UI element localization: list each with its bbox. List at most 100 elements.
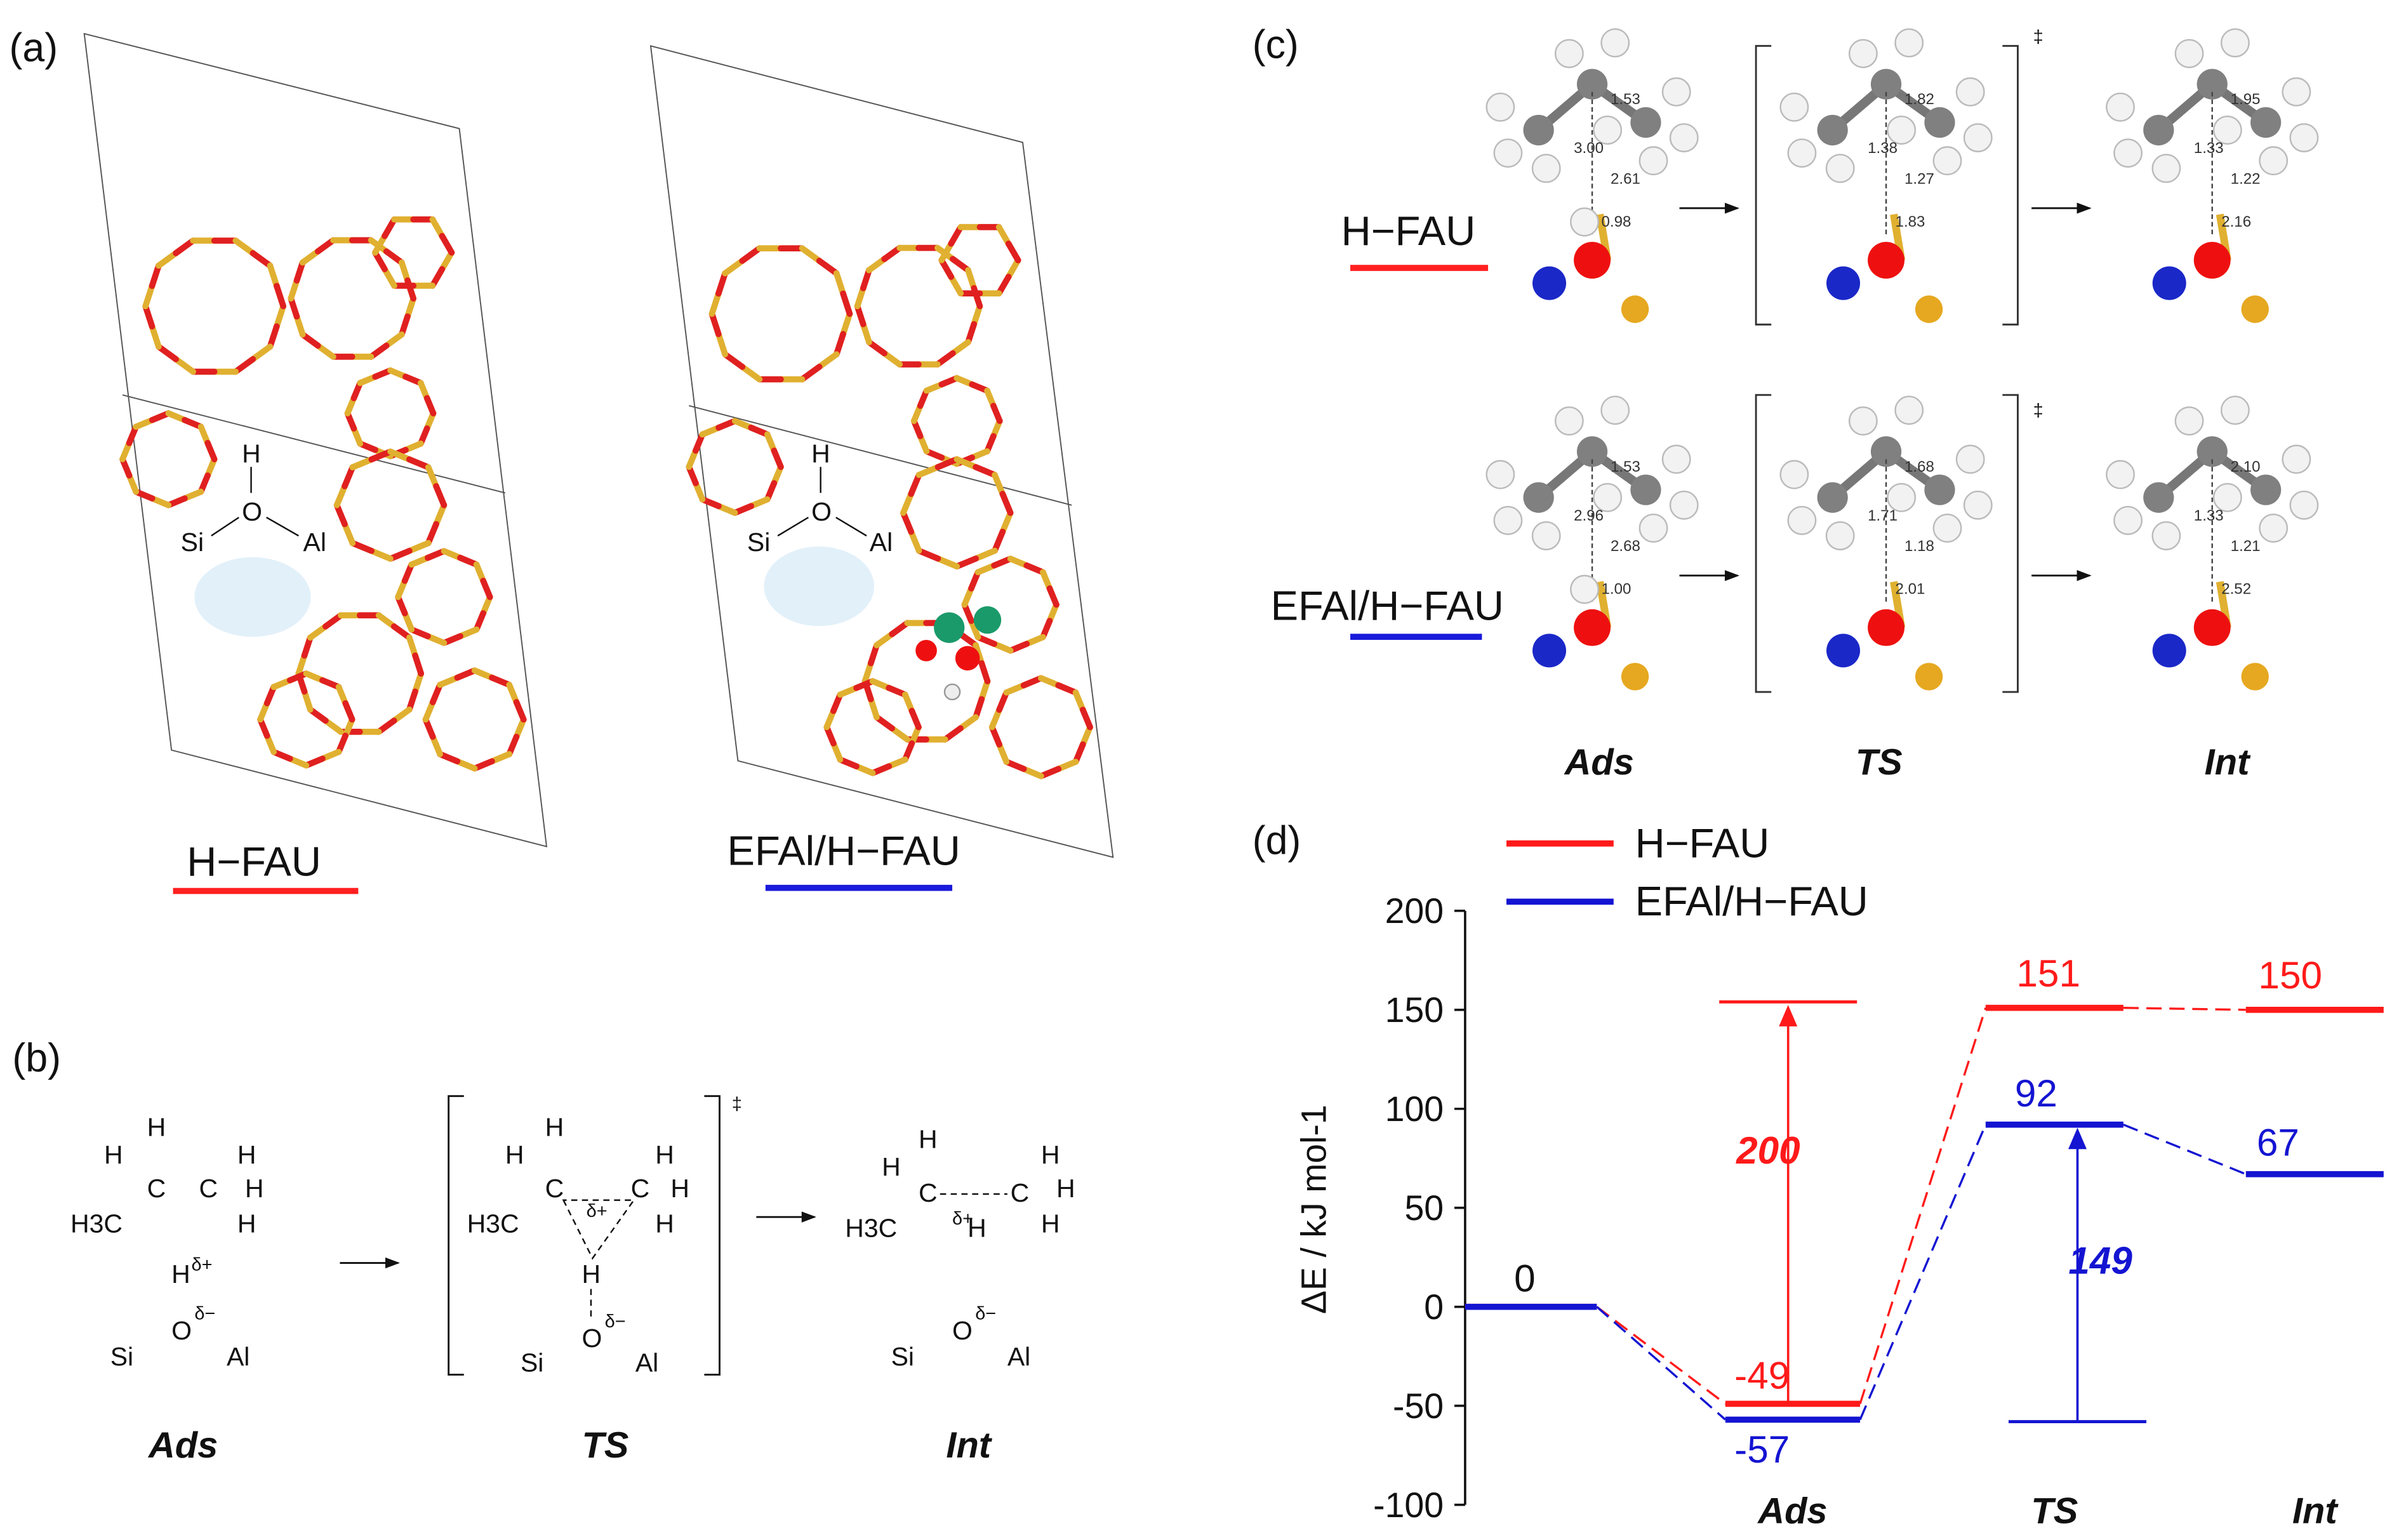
si-o-bond [342, 464, 356, 489]
si-o-bond [156, 249, 179, 269]
si-o-bond [934, 555, 960, 570]
si-o-bond [833, 270, 846, 297]
carbon-atom [1817, 114, 1848, 146]
hydrogen-atom [1848, 39, 1878, 69]
si-o-bond [861, 660, 874, 684]
carbon-atom [2250, 474, 2282, 505]
svg-text:H: H [545, 1112, 564, 1141]
si-o-bond [957, 714, 979, 732]
hydrogen-atom [1661, 444, 1691, 474]
si-o-bond [908, 528, 922, 554]
si-o-bond [406, 456, 432, 470]
si-o-bond [715, 270, 728, 297]
bond-distance-label: 2.52 [2221, 581, 2251, 598]
svg-text:H: H [581, 1259, 601, 1289]
hydrogen-atom [1779, 460, 1809, 489]
carbon-atom [1870, 436, 1902, 467]
bond-distance-label: 1.71 [1868, 507, 1897, 524]
y-tick-label: -100 [1373, 1485, 1444, 1525]
aluminum-atom [1826, 266, 1861, 300]
si-o-bond [301, 634, 314, 659]
si-o-bond [978, 660, 991, 684]
hydrogen-atom [2174, 39, 2204, 69]
molecule-ts: 1.68 1.71 1.18 2.01 [1779, 395, 1993, 691]
x-category-label: TS [2031, 1490, 2078, 1531]
si-o-bond [333, 501, 348, 528]
bond-distance-label: 1.18 [1904, 538, 1934, 555]
si-o-bond [840, 290, 853, 317]
data-label: -49 [1734, 1353, 1790, 1397]
si-o-bond [156, 343, 179, 362]
si-o-bond [708, 290, 722, 317]
si-o-bond [375, 717, 397, 735]
si-o-bond [471, 667, 495, 681]
si-o-bond [915, 547, 941, 562]
carbon-atom [2143, 482, 2174, 513]
si-o-bond [406, 540, 432, 554]
svg-text:H: H [171, 1259, 190, 1289]
svg-text:O: O [952, 1316, 973, 1345]
si-o-bond [996, 689, 1010, 714]
si-o-bond [1003, 682, 1027, 696]
panel-b: (b) H H C C H H H H3C H δ+ O δ− Si Al Ad… [12, 1036, 1075, 1466]
molecule-ads: 1.53 3.00 2.61 0.98 [1485, 28, 1699, 323]
svg-text:δ+: δ+ [952, 1209, 973, 1229]
si-o-bond [889, 620, 911, 637]
si-o-bond [173, 237, 196, 256]
hydrogen-atom [1787, 506, 1817, 535]
barrier-label: 200 [1736, 1129, 1800, 1172]
svg-text:δ−: δ− [605, 1311, 626, 1332]
bond-distance-label: 1.21 [2231, 538, 2261, 555]
si-o-bond [1079, 724, 1093, 748]
hydrogen-atom [1600, 395, 1630, 425]
si-o-bond [874, 714, 895, 732]
aluminum-atom [2152, 634, 2186, 668]
bond-distance-label: 1.68 [1904, 458, 1934, 475]
si-o-bond [372, 232, 388, 256]
row-label-h-fau: H−FAU [1341, 208, 1476, 254]
si-o-bond [954, 555, 979, 570]
si-o-bond [506, 733, 520, 757]
data-label: 151 [2016, 952, 2080, 995]
si-o-bond [988, 724, 1002, 748]
si-o-bond [938, 241, 955, 263]
bond-distance-label: 1.33 [2194, 507, 2224, 524]
si-o-bond [295, 652, 308, 677]
hydrogen-atom [1493, 506, 1523, 535]
bond-distance-label: 1.00 [1602, 581, 1631, 598]
hydrogen-atom [1593, 116, 1623, 145]
si-o-bond [889, 725, 911, 743]
hydrogen-atom [2151, 154, 2181, 183]
si-o-bond [957, 631, 979, 649]
si-o-bond [1046, 585, 1060, 608]
si-o-bond [412, 652, 425, 677]
bond-distance-label: 2.01 [1896, 581, 1925, 598]
svg-text:H3C: H3C [70, 1209, 123, 1238]
hydrogen-atom [1485, 92, 1515, 122]
row-label-efal-h-fau: EFAl/H−FAU [1271, 583, 1504, 629]
si-o-bond [950, 256, 971, 274]
inset-h: H [811, 439, 830, 468]
panel-a-label: (a) [10, 25, 58, 70]
hydrogen-atom [1825, 521, 1855, 550]
svg-text:H: H [1056, 1174, 1075, 1203]
bond-distance-label: 1.82 [1904, 91, 1934, 108]
si-o-bond [299, 248, 321, 266]
bond-distance-label: 2.96 [1574, 507, 1604, 524]
si-o-bond [314, 237, 336, 255]
si-o-bond [288, 295, 300, 320]
silicon-atom [1621, 295, 1649, 323]
si-o-bond [978, 678, 991, 703]
hydrogen-atom [1787, 138, 1817, 168]
si-o-bond [342, 700, 356, 723]
si-o-bond [173, 355, 196, 375]
si-o-bond [299, 331, 321, 349]
hydrogen-atom [2289, 123, 2319, 152]
energy-connector [2123, 1124, 2247, 1176]
carbon-atom [1924, 107, 1955, 138]
svg-text:H: H [919, 1125, 938, 1154]
svg-text:C: C [199, 1174, 218, 1203]
svg-text:H: H [104, 1140, 123, 1169]
hydrogen-atom [1669, 123, 1699, 152]
si-o-bond [722, 351, 746, 370]
